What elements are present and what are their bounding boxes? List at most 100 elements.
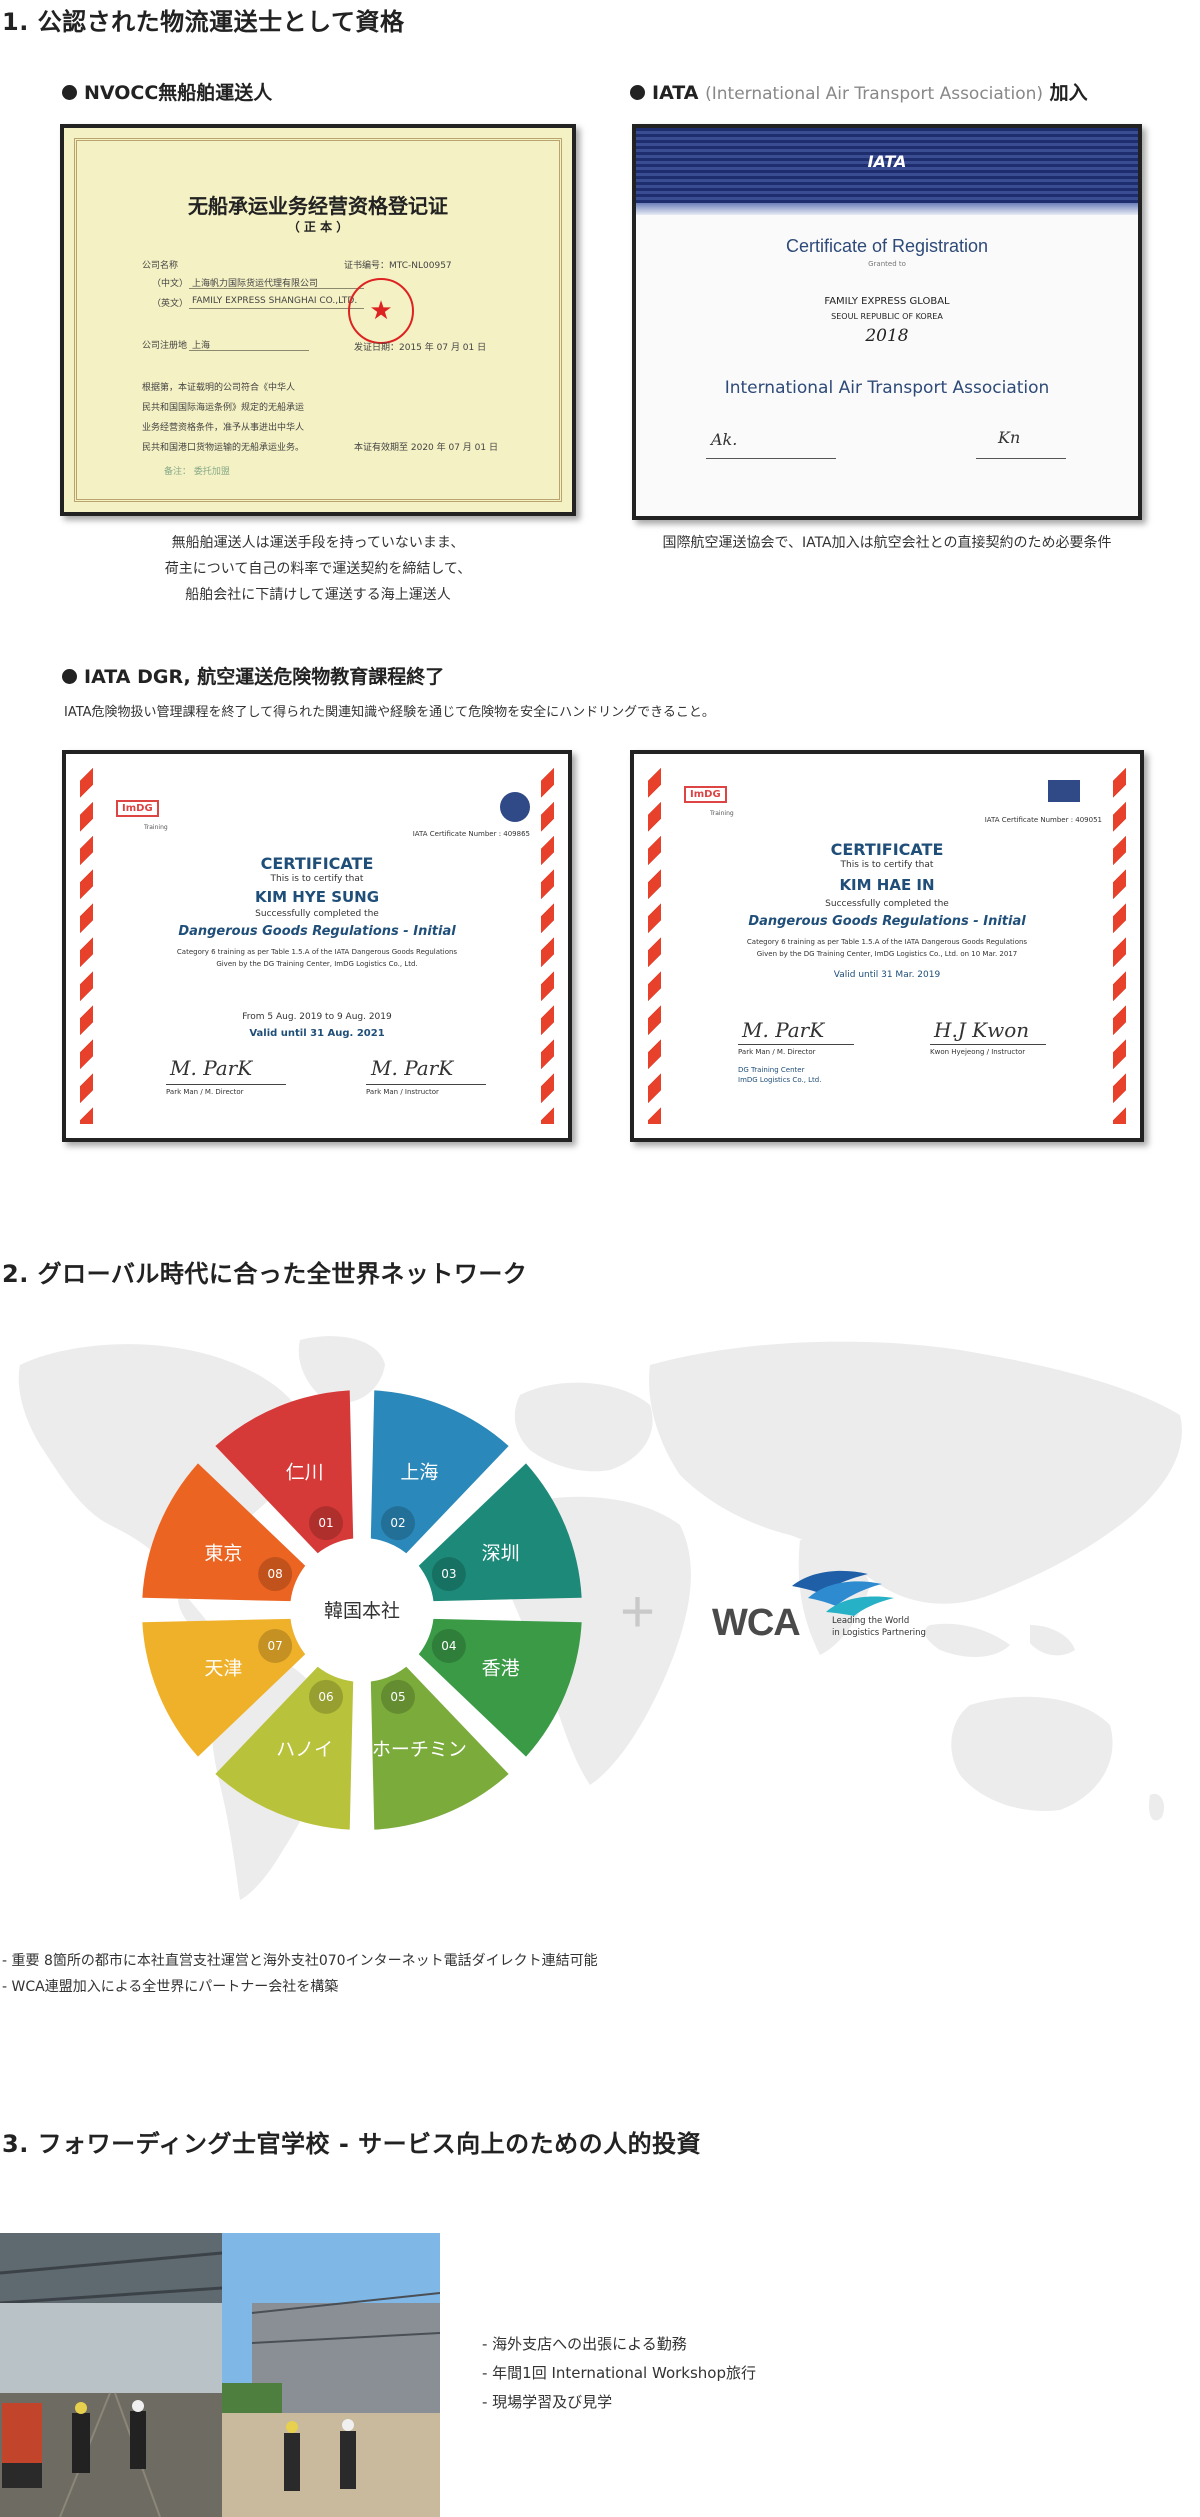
dg-cert-name: KIM HYE SUNG <box>254 888 380 906</box>
segment-number: 03 <box>441 1567 456 1581</box>
imdg-logo: ImDG <box>684 786 727 803</box>
training-item: - 海外支店への出張による勤務 <box>482 2335 687 2353</box>
segment-number-badge <box>309 1506 344 1541</box>
section1-title: 1. 公認された物流運送士として資格 <box>2 8 405 36</box>
official-seal-icon: ★ <box>348 278 414 344</box>
segment-number-badge <box>431 1557 466 1592</box>
segment-city-label: 上海 <box>400 1461 438 1483</box>
training-list: - 海外支店への出張による勤務 - 年間1回 International Wor… <box>482 2330 756 2417</box>
iata-caption: 国際航空運送協会で、IATA加入は航空会社との直接契約のため必要条件 <box>662 535 1112 551</box>
segment-city-label: ハノイ <box>276 1739 333 1761</box>
nvocc-cert-company-en: FAMILY EXPRESS SHANGHAI CO.,LTD. <box>192 296 358 306</box>
network-segment-08 <box>142 1463 306 1602</box>
nvocc-cert-title: 无船承运业务经营资格登记证 <box>188 194 448 218</box>
segment-number: 08 <box>268 1567 283 1581</box>
dgr-heading-text: IATA DGR, 航空運送危険物教育課程終了 <box>84 666 445 688</box>
iata-cert-year: 2018 <box>865 326 909 346</box>
dg-cert-number: IATA Certificate Number : 409865 <box>412 830 530 838</box>
section2-title: 2. グローバル時代に合った全世界ネットワーク <box>2 1260 528 1288</box>
wca-tagline: Leading the World <box>832 1616 910 1626</box>
dg-cert-certify: This is to certify that <box>840 860 934 870</box>
iata-cert-company: FAMILY EXPRESS GLOBAL <box>824 296 950 307</box>
headquarters-label: 韓国本社 <box>324 1600 400 1622</box>
segment-number: 02 <box>390 1516 405 1530</box>
network-segment-03 <box>418 1463 582 1602</box>
segment-number-badge <box>309 1679 344 1714</box>
segment-number: 04 <box>441 1639 456 1653</box>
dg-cert-detail: Given by the DG Training Center, ImDG Lo… <box>216 960 418 968</box>
dg-cert-number: IATA Certificate Number : 409051 <box>984 816 1102 824</box>
dg-cert-course: Dangerous Goods Regulations - Initial <box>748 914 1026 929</box>
training-item: - 年間1回 International Workshop旅行 <box>482 2364 756 2382</box>
dg-center: DG Training Center <box>738 1066 805 1074</box>
network-segment-01 <box>215 1390 354 1554</box>
nvocc-caption-line: 荷主について自己の料率で運送契約を締結して、 <box>164 561 472 577</box>
segment-number: 07 <box>268 1639 283 1653</box>
network-segment-07 <box>142 1618 306 1757</box>
nvocc-cert-company-cn: 上海帆力国际货运代理有限公司 <box>192 279 319 289</box>
segment-number: 06 <box>318 1690 333 1704</box>
dg-cert-valid: Valid until 31 Mar. 2019 <box>833 970 941 980</box>
imdg-logo-sub: Training <box>710 810 734 817</box>
dgr-heading: IATA DGR, 航空運送危険物教育課程終了 <box>62 662 444 689</box>
iata-heading-tail: 加入 <box>1049 82 1088 104</box>
section3-title: 3. フォワーディング士官学校 - サービス向上のための人的投資 <box>2 2130 702 2158</box>
nvocc-heading: NVOCC無船舶運送人 <box>62 78 272 105</box>
dg-cert-title: CERTIFICATE <box>830 840 944 859</box>
iata-cert-title: Certificate of Registration <box>785 236 989 256</box>
segment-number-badge <box>258 1557 293 1592</box>
dg-cert-name: KIM HAE IN <box>839 876 935 894</box>
imdg-logo: ImDG <box>116 800 159 817</box>
dg-cert-completed: Successfully completed the <box>255 909 379 919</box>
dg-cert-detail: Category 6 training as per Table 1.5.A o… <box>176 948 458 956</box>
dg-cert-detail: Given by the DG Training Center, ImDG Lo… <box>756 950 1018 958</box>
factory-photo-2 <box>222 2233 440 2517</box>
network-segment-02 <box>370 1390 509 1554</box>
network-segment-04 <box>418 1618 582 1757</box>
signature-1-label: Park Man / M. Director <box>738 1048 816 1056</box>
segment-number-badge <box>380 1506 415 1541</box>
wca-logo-text: WCA <box>712 1602 801 1644</box>
segment-city-label: 天津 <box>204 1657 242 1679</box>
segment-city-label: 深圳 <box>482 1543 520 1565</box>
segment-city-label: ホーチミン <box>372 1739 467 1761</box>
segment-number: 05 <box>390 1690 405 1704</box>
segment-number: 01 <box>318 1516 333 1530</box>
signature-2-label: Park Man / Instructor <box>366 1088 439 1096</box>
iata-badge-icon <box>500 792 530 822</box>
signature-2-label: Kwon Hyejeong / Instructor <box>930 1048 1026 1056</box>
nvocc-cert-address: 上海 <box>192 341 211 351</box>
network-segment-05 <box>370 1666 509 1830</box>
signature-2: M. ParK <box>371 1056 454 1080</box>
dg-cert-certify: This is to certify that <box>270 874 364 884</box>
network-segment-06 <box>215 1666 354 1830</box>
iata-logo: IATA <box>867 152 907 171</box>
dg-cert-valid: Valid until 31 Aug. 2021 <box>249 1028 385 1039</box>
iata-certificate-image: IATA Certificate of Registration Granted… <box>632 124 1142 520</box>
iata-badge-icon <box>1048 780 1080 802</box>
signature-2: H.J Kwon <box>934 1018 1030 1042</box>
nvocc-certificate-image: 无船承运业务经营资格登记证 （ 正 本 ） 公司名称 （中文） 上海帆力国际货运… <box>60 124 576 516</box>
training-item: - 現場学習及び見学 <box>482 2393 613 2411</box>
iata-heading-note: (International Air Transport Association… <box>705 84 1044 104</box>
dg-center-company: ImDG Logistics Co., Ltd. <box>738 1076 822 1084</box>
iata-heading-bold: IATA <box>652 82 699 104</box>
dg-cert-course: Dangerous Goods Regulations - Initial <box>178 924 456 939</box>
bullet-icon <box>630 85 645 100</box>
network-note: - WCA連盟加入による全世界にパートナー会社を構築 <box>2 1979 339 1995</box>
wca-bird-icon <box>792 1570 894 1616</box>
nvocc-caption-line: 無船舶運送人は運送手段を持っていないまま、 <box>171 535 465 551</box>
wca-logo: WCA Leading the World in Logistics Partn… <box>712 1568 942 1648</box>
segment-city-label: 香港 <box>482 1657 520 1679</box>
iata-cert-association: International Air Transport Association <box>724 378 1050 398</box>
dg-certificate-image-1: ImDG Training IATA Certificate Number : … <box>62 750 572 1142</box>
dg-cert-title: CERTIFICATE <box>260 854 374 873</box>
bullet-icon <box>62 669 77 684</box>
dg-certificate-image-2: ImDG Training IATA Certificate Number : … <box>630 750 1144 1142</box>
wca-tagline: in Logistics Partnering <box>832 1628 926 1638</box>
bullet-icon <box>62 85 77 100</box>
plus-icon: + <box>620 1578 656 1645</box>
nvocc-heading-text: NVOCC無船舶運送人 <box>84 82 273 104</box>
iata-heading: IATA (International Air Transport Associ… <box>630 78 1088 105</box>
